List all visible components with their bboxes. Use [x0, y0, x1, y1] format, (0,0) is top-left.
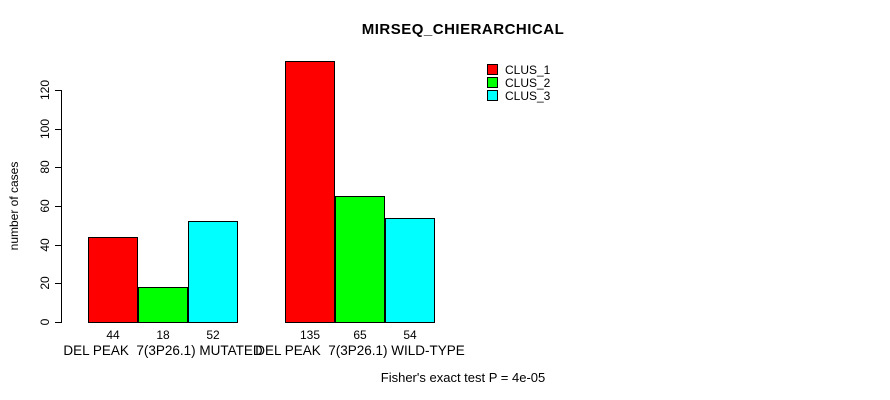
bar-value-label: 65 [353, 328, 367, 342]
category-label: DEL PEAK 7(3P26.1) MUTATED [63, 343, 263, 358]
bar-clus_3 [385, 218, 435, 323]
y-tick-mark [55, 129, 62, 130]
category-label: DEL PEAK 7(3P26.1) WILD-TYPE [255, 343, 465, 358]
legend-item-clus_3: CLUS_3 [487, 88, 551, 103]
y-tick-mark [55, 167, 62, 168]
legend-swatch-clus_3 [487, 90, 498, 101]
y-tick-label: 20 [38, 276, 52, 290]
y-tick-label: 80 [38, 160, 52, 174]
legend-item-clus_2: CLUS_2 [487, 75, 551, 90]
legend-item-clus_1: CLUS_1 [487, 62, 551, 77]
bar-value-label: 54 [403, 328, 417, 342]
legend-label: CLUS_1 [505, 62, 551, 77]
legend: CLUS_1 CLUS_2 CLUS_3 [487, 62, 551, 103]
y-tick-mark [55, 322, 62, 323]
bar-clus_1 [88, 237, 138, 323]
y-tick-mark [55, 90, 62, 91]
y-axis-label: number of cases [7, 161, 21, 251]
y-tick-label: 0 [38, 318, 52, 326]
y-tick-label: 40 [38, 238, 52, 252]
y-tick-label: 100 [38, 118, 52, 140]
bar-clus_2 [138, 287, 188, 323]
annotation-text: Fisher's exact test P = 4e-05 [380, 370, 546, 385]
bar-value-label: 52 [206, 328, 220, 342]
bar-clus_3 [188, 221, 238, 323]
y-tick-mark [55, 283, 62, 284]
bar-clus_2 [335, 196, 385, 323]
bar-value-label: 18 [156, 328, 170, 342]
chart-title: MIRSEQ_CHIERARCHICAL [361, 21, 565, 38]
bar-value-label: 135 [299, 328, 321, 342]
y-tick-label: 60 [38, 199, 52, 213]
legend-swatch-clus_2 [487, 77, 498, 88]
legend-swatch-clus_1 [487, 64, 498, 75]
y-tick-mark [55, 206, 62, 207]
bar-clus_1 [285, 61, 335, 323]
y-tick-label: 120 [38, 79, 52, 101]
bar-value-label: 44 [106, 328, 120, 342]
y-tick-mark [55, 245, 62, 246]
legend-label: CLUS_3 [505, 88, 551, 103]
legend-label: CLUS_2 [505, 75, 551, 90]
